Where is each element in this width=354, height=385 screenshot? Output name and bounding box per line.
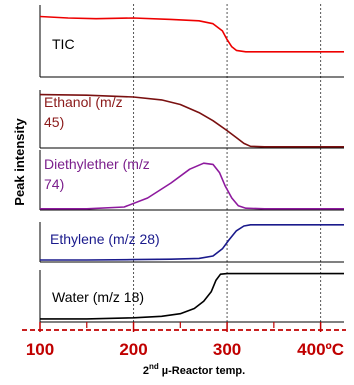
- y-axis-title: Peak intensity: [12, 118, 27, 206]
- series-label: Water (m/z 18): [52, 289, 144, 305]
- x-axis-title: 2nd µ-Reactor temp.: [143, 362, 245, 377]
- series-line: [40, 162, 344, 210]
- series-line: [40, 272, 344, 320]
- panel-5: Water (m/z 18): [39, 270, 344, 323]
- x-axis-title-prefix: 2: [143, 365, 149, 377]
- x-tick-label: 300: [213, 340, 241, 359]
- series-line: [39, 93, 344, 148]
- x-tick-label: 400ºC: [297, 340, 344, 359]
- panel-1: TIC: [39, 5, 344, 78]
- x-axis-title-superscript: nd: [149, 362, 159, 371]
- series-label: Ethylene (m/z 28): [50, 231, 160, 247]
- series-line: [40, 224, 344, 261]
- series-label: 45): [44, 114, 64, 130]
- x-tick-label: 200: [119, 340, 147, 359]
- series-label: 74): [44, 176, 64, 192]
- reference-lines: [133, 4, 322, 322]
- series-label: Diethylether (m/z: [44, 156, 150, 172]
- x-axis-title-rest: µ-Reactor temp.: [159, 365, 245, 377]
- series-label: TIC: [52, 36, 75, 52]
- series-label: Ethanol (m/z: [44, 94, 123, 110]
- x-tick-label: 100: [26, 340, 54, 359]
- panel-4: Ethylene (m/z 28): [39, 222, 344, 263]
- chart-panels: TIC Ethanol (m/z 45) Diethylether (m/z 74) Et…: [39, 5, 344, 323]
- panel-3: Diethylether (m/z 74): [39, 150, 344, 211]
- panel-2: Ethanol (m/z 45): [39, 90, 344, 149]
- x-axis: 100 200 300 400ºC: [22, 322, 346, 359]
- series-line: [39, 15, 344, 53]
